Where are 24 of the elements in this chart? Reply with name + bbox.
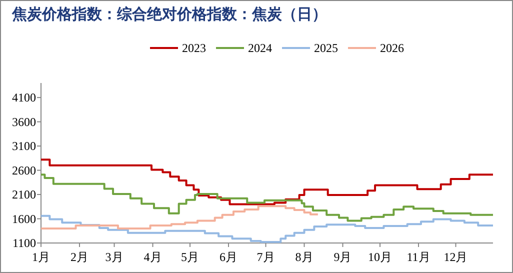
x-tick-label: 6月 — [220, 250, 238, 264]
chart-title: 焦炭价格指数：综合绝对价格指数：焦炭（日） — [11, 6, 327, 23]
x-tick-label: 7月 — [256, 250, 275, 264]
y-tick-label: 2600 — [12, 163, 36, 178]
x-tick-label: 8月 — [295, 250, 314, 264]
x-tick-label: 5月 — [181, 250, 200, 264]
y-tick-label: 4100 — [12, 90, 36, 105]
x-tick-label: 2月 — [70, 250, 88, 264]
y-tick-label: 3600 — [12, 114, 36, 129]
x-tick-label: 1月 — [32, 250, 50, 264]
y-tick-label: 3100 — [12, 139, 36, 154]
legend-label: 2024 — [248, 41, 272, 55]
x-tick-label: 10月 — [368, 250, 392, 264]
legend-label: 2026 — [380, 41, 404, 55]
x-tick-label: 11月 — [406, 250, 430, 264]
x-tick-label: 4月 — [144, 250, 162, 264]
legend-label: 2023 — [182, 41, 206, 55]
x-tick-label: 12月 — [444, 250, 468, 264]
x-tick-label: 9月 — [334, 250, 352, 264]
y-tick-label: 1600 — [12, 212, 36, 226]
y-tick-label: 2100 — [12, 188, 36, 202]
legend-label: 2025 — [314, 41, 338, 55]
y-tick-label: 1100 — [12, 236, 36, 250]
x-tick-label: 3月 — [105, 250, 124, 264]
